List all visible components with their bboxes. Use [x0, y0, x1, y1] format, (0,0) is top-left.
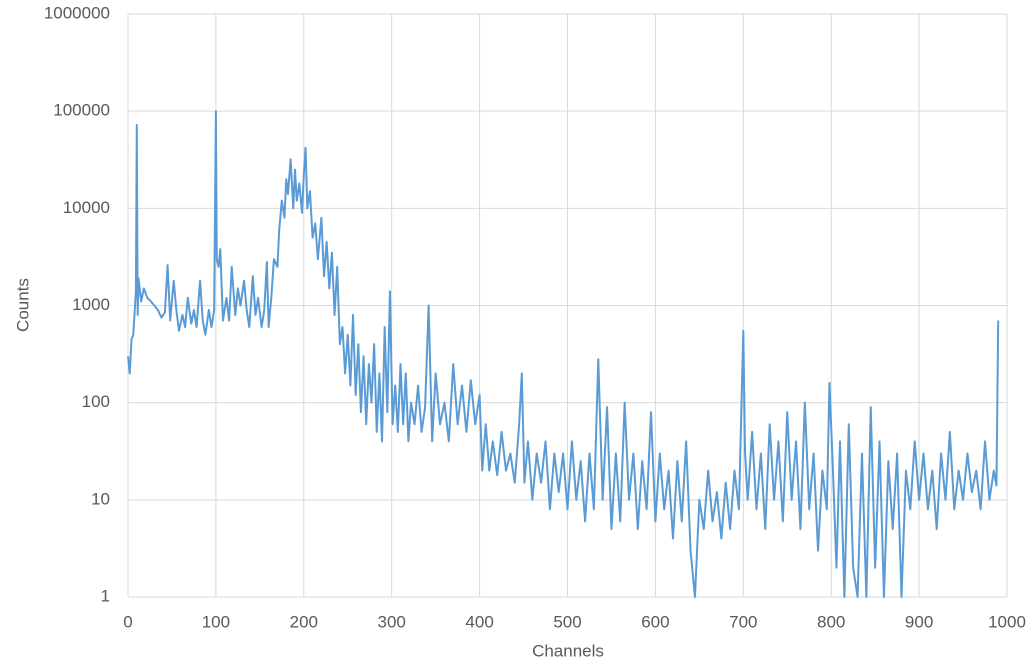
y-tick-label: 1000 — [72, 295, 110, 314]
x-tick-label: 600 — [641, 612, 669, 631]
y-tick-label: 10000 — [63, 198, 110, 217]
data-line — [127, 110, 1000, 598]
x-tick-label: 100 — [202, 612, 230, 631]
y-tick-label: 1000000 — [44, 3, 110, 22]
x-tick-label: 700 — [729, 612, 757, 631]
x-axis-label: Channels — [532, 641, 604, 660]
y-tick-label: 1 — [101, 586, 110, 605]
y-axis-label: Counts — [13, 278, 32, 332]
x-tick-label: 0 — [123, 612, 132, 631]
x-tick-label: 300 — [378, 612, 406, 631]
y-tick-label: 100000 — [53, 101, 110, 120]
x-tick-label: 1000 — [988, 612, 1026, 631]
x-tick-label: 800 — [817, 612, 845, 631]
x-tick-label: 200 — [290, 612, 318, 631]
x-tick-label: 400 — [465, 612, 493, 631]
x-tick-label: 500 — [553, 612, 581, 631]
x-tick-label: 900 — [905, 612, 933, 631]
y-tick-label: 10 — [91, 489, 110, 508]
y-tick-label: 100 — [82, 392, 110, 411]
